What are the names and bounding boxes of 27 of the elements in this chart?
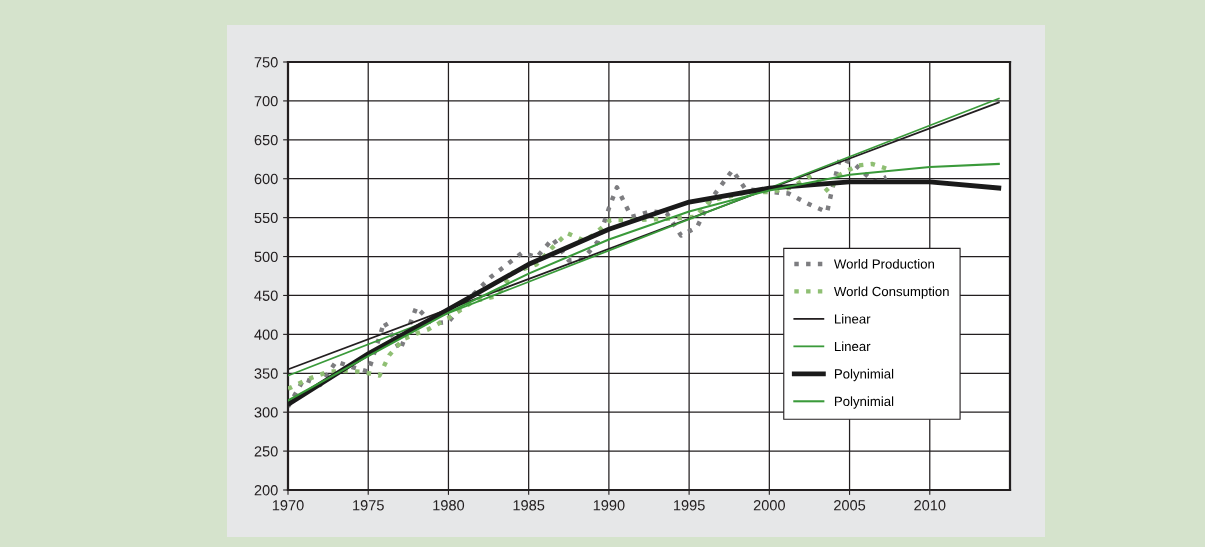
y-tick-label: 350 xyxy=(254,368,278,379)
legend-label: World Production xyxy=(833,258,935,269)
x-tick-label: 2000 xyxy=(753,500,785,511)
legend-label: Linear xyxy=(834,313,871,324)
x-tick-label: 1985 xyxy=(513,500,545,511)
x-tick-label: 1990 xyxy=(593,500,625,511)
legend-label: Polynimial xyxy=(834,368,894,382)
y-tick-label: 550 xyxy=(254,212,278,224)
legend-label: Polynimial xyxy=(834,396,894,409)
y-tick-label: 600 xyxy=(254,173,278,185)
y-tick-label: 200 xyxy=(254,485,278,496)
x-tick-label: 1975 xyxy=(353,500,384,511)
x-tick-label: 1995 xyxy=(674,500,705,511)
y-tick-label: 750 xyxy=(254,57,278,68)
y-tick-label: 300 xyxy=(254,407,278,418)
x-tick-label: 1980 xyxy=(433,500,465,511)
y-tick-label: 450 xyxy=(254,290,278,301)
x-tick-label: 2010 xyxy=(914,500,946,511)
legend-label: World Consumption xyxy=(833,286,949,299)
y-tick-label: 250 xyxy=(254,446,278,457)
legend-label: Linear xyxy=(834,341,871,352)
y-tick-label: 650 xyxy=(254,134,278,146)
y-tick-label: 500 xyxy=(254,251,278,262)
x-tick-label: 2005 xyxy=(834,500,866,511)
y-tick-label: 700 xyxy=(254,96,278,107)
x-tick-label: 1970 xyxy=(272,500,304,511)
y-tick-label: 400 xyxy=(254,329,278,340)
